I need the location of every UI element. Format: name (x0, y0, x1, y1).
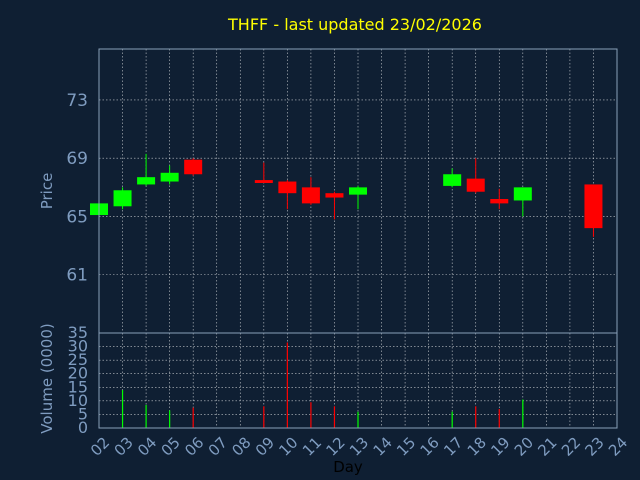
x-tick-label: 05 (158, 434, 184, 460)
volume-y-tick-label: 0 (78, 418, 88, 437)
candle-body (325, 193, 344, 198)
candle-body (184, 159, 203, 175)
x-tick-label: 20 (511, 434, 537, 460)
candle-body (254, 180, 273, 183)
x-tick-label: 19 (487, 434, 513, 460)
candle-body (490, 199, 509, 204)
x-axis-label: Day (333, 458, 363, 476)
candle-05 (160, 165, 179, 185)
price-y-tick-label: 69 (66, 149, 88, 169)
candle-12 (325, 191, 344, 220)
volume-y-tick-label: 5 (78, 404, 88, 423)
candle-body (160, 172, 179, 182)
price-y-tick-label: 61 (66, 266, 88, 286)
x-tick-label: 06 (181, 434, 207, 460)
x-tick-label: 12 (322, 434, 348, 460)
candle-06 (184, 158, 203, 176)
price-y-tick-label: 73 (66, 91, 88, 111)
price-y-ticks: 61 65 69 73 (66, 91, 88, 286)
x-tick-label: 09 (252, 434, 278, 460)
x-tick-label: 13 (346, 434, 372, 460)
candle-body (349, 187, 367, 195)
x-axis-ticks: 0203040506070809101112131415161718192021… (87, 434, 631, 460)
candle-03 (113, 187, 132, 210)
x-tick-label: 14 (370, 434, 396, 460)
x-tick-label: 03 (111, 434, 137, 460)
volume-bars (121, 342, 524, 428)
x-tick-label: 11 (299, 434, 325, 460)
x-tick-label: 04 (134, 434, 160, 460)
price-candles (90, 153, 603, 237)
volume-y-tick-label: 15 (68, 377, 88, 396)
candle-04 (137, 153, 156, 186)
x-tick-label: 22 (558, 434, 584, 460)
x-tick-label: 08 (228, 434, 254, 460)
x-tick-label: 02 (87, 434, 113, 460)
candle-body (443, 174, 462, 186)
candle-body (113, 190, 132, 207)
candle-body (466, 178, 485, 192)
x-tick-label: 18 (464, 434, 490, 460)
candle-18 (466, 158, 485, 194)
candle-body (301, 187, 320, 204)
volume-y-tick-label: 30 (68, 337, 88, 356)
candle-body (137, 177, 156, 185)
volume-y-tick-label: 20 (68, 364, 88, 383)
x-tick-label: 10 (275, 434, 301, 460)
volume-y-tick-label: 25 (68, 350, 88, 369)
candle-body (513, 187, 532, 201)
volume-y-tick-label: 35 (68, 323, 88, 342)
chart-title: THFF - last updated 23/02/2026 (227, 15, 482, 34)
candle-20 (513, 187, 532, 217)
x-tick-label: 23 (581, 434, 607, 460)
price-axis-label: Price (38, 173, 56, 210)
x-tick-label: 24 (605, 434, 631, 460)
x-tick-label: 07 (205, 434, 231, 460)
candle-body (278, 181, 297, 194)
x-tick-label: 21 (534, 434, 560, 460)
candle-body (584, 184, 603, 229)
volume-y-tick-label: 10 (68, 391, 88, 410)
x-tick-label: 15 (393, 434, 419, 460)
candle-11 (301, 177, 320, 205)
candle-13 (349, 185, 367, 210)
candle-23 (584, 184, 603, 237)
price-panel: 61 65 69 73 Price (38, 48, 618, 334)
candle-19 (490, 188, 509, 210)
candle-17 (443, 168, 462, 188)
volume-frame (98, 332, 618, 429)
candle-09 (254, 162, 273, 183)
x-tick-label: 17 (440, 434, 466, 460)
volume-axis-label: Volume (0000) (38, 323, 56, 433)
candle-10 (278, 180, 297, 210)
price-y-tick-label: 65 (66, 207, 88, 227)
x-tick-label: 16 (417, 434, 443, 460)
price-grid (99, 49, 617, 333)
